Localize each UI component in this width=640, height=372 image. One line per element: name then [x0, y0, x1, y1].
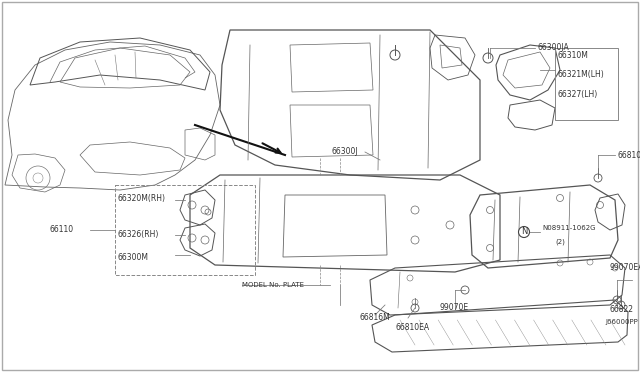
Text: 99070EA: 99070EA [610, 263, 640, 273]
Text: J66000PP: J66000PP [605, 319, 637, 325]
Text: 66320M(RH): 66320M(RH) [118, 193, 166, 202]
Text: 66810EA: 66810EA [395, 324, 429, 333]
Text: 66110: 66110 [50, 225, 74, 234]
Text: 66822: 66822 [610, 305, 634, 314]
Text: N: N [521, 228, 527, 237]
Text: (2): (2) [555, 239, 565, 245]
Text: 66310M: 66310M [557, 51, 588, 60]
Text: 66300JA: 66300JA [537, 44, 569, 52]
Text: 66810E: 66810E [617, 151, 640, 160]
Text: 99070E: 99070E [440, 304, 469, 312]
Text: 66327(LH): 66327(LH) [557, 90, 597, 99]
Text: 66816M: 66816M [360, 314, 391, 323]
Text: 66300J: 66300J [332, 148, 358, 157]
Text: N08911-1062G: N08911-1062G [542, 225, 595, 231]
Text: 66321M(LH): 66321M(LH) [557, 71, 604, 80]
Text: MODEL No. PLATE: MODEL No. PLATE [242, 282, 304, 288]
Text: 66300M: 66300M [118, 253, 149, 263]
Text: 66326(RH): 66326(RH) [118, 231, 159, 240]
